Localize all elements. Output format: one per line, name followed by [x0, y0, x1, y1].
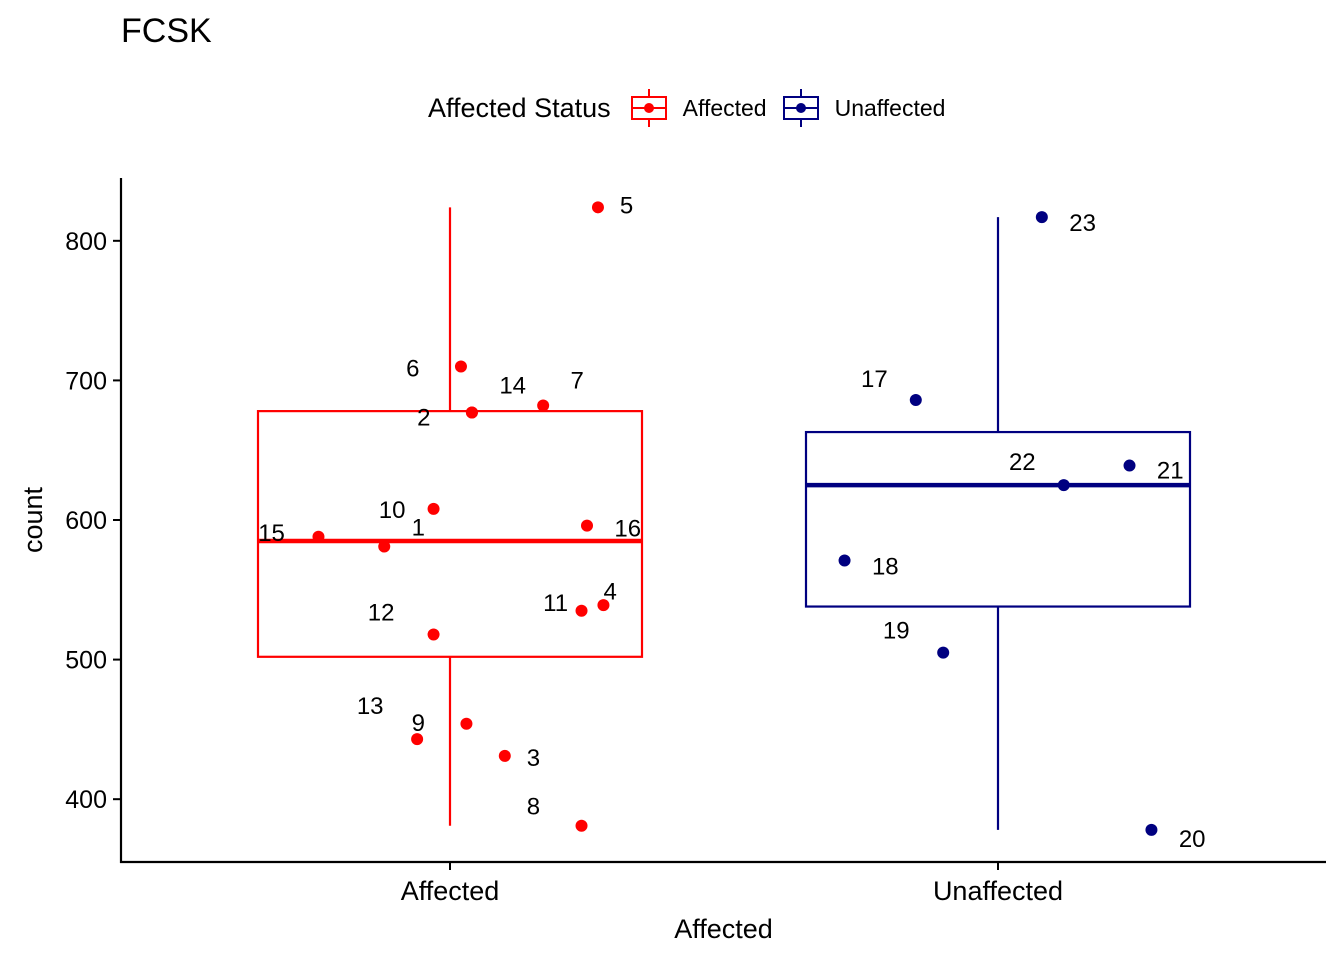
point-label-21: 21	[1157, 458, 1184, 485]
box-affected	[256, 410, 644, 658]
data-point-7	[537, 399, 550, 412]
y-tick-label-600: 600	[65, 507, 107, 535]
legend-label-affected: Affected	[682, 94, 767, 121]
x-tick-label-unaffected: Unaffected	[933, 876, 1063, 906]
y-tick-label-700: 700	[65, 367, 107, 395]
point-label-5: 5	[620, 192, 633, 219]
point-label-3: 3	[527, 745, 540, 772]
data-point-6	[454, 360, 467, 373]
point-label-15: 15	[258, 520, 285, 547]
data-point-18	[838, 554, 851, 567]
point-label-19: 19	[883, 618, 910, 645]
legend: Affected Status Affected Unaffected	[428, 86, 959, 130]
legend-item-affected: Affected	[629, 88, 767, 128]
y-tick-label-800: 800	[65, 228, 107, 256]
point-label-23: 23	[1069, 210, 1096, 237]
data-point-23	[1035, 211, 1048, 224]
y-axis-title: count	[18, 486, 48, 553]
point-label-18: 18	[872, 553, 899, 580]
data-point-4	[575, 604, 588, 617]
point-label-10: 10	[379, 497, 406, 524]
data-point-3	[498, 749, 511, 762]
point-label-11: 11	[543, 590, 568, 617]
data-point-5	[591, 201, 604, 214]
data-point-12	[427, 628, 440, 641]
point-label-22: 22	[1009, 449, 1036, 476]
data-point-17	[909, 393, 922, 406]
point-label-2: 2	[417, 405, 430, 432]
point-label-12: 12	[368, 599, 395, 626]
legend-title: Affected Status	[428, 92, 611, 123]
point-label-6: 6	[406, 355, 419, 382]
x-tick-label-affected: Affected	[401, 876, 500, 906]
data-point-19	[937, 646, 950, 659]
data-point-1	[378, 540, 391, 553]
point-label-1: 1	[412, 515, 425, 542]
point-label-16: 16	[614, 516, 641, 543]
point-label-20: 20	[1179, 826, 1206, 853]
data-point-21	[1123, 459, 1136, 472]
data-point-9	[460, 717, 473, 730]
data-point-10	[427, 502, 440, 515]
point-label-7: 7	[571, 368, 584, 395]
data-point-8	[575, 819, 588, 832]
legend-label-unaffected: Unaffected	[834, 94, 946, 121]
legend-item-unaffected: Unaffected	[781, 88, 946, 128]
x-axis-title: Affected	[674, 914, 773, 944]
legend-key-affected-icon	[630, 89, 667, 127]
point-label-4: 4	[603, 579, 616, 606]
chart-title: FCSK	[121, 12, 212, 50]
data-point-15	[312, 530, 325, 543]
legend-key-unaffected-icon	[782, 89, 819, 127]
data-point-22	[1057, 479, 1070, 492]
data-point-20	[1145, 823, 1158, 836]
point-label-8: 8	[527, 794, 540, 821]
box-unaffected	[804, 430, 1192, 608]
point-label-13: 13	[357, 693, 384, 720]
data-point-11	[597, 599, 610, 612]
data-point-13	[411, 733, 424, 746]
point-label-9: 9	[412, 710, 425, 737]
data-point-14	[465, 406, 478, 419]
data-point-16	[581, 519, 593, 532]
point-label-14: 14	[499, 373, 526, 400]
point-label-17: 17	[861, 366, 888, 393]
y-tick-label-400: 400	[65, 786, 107, 814]
y-tick-label-500: 500	[65, 647, 107, 675]
